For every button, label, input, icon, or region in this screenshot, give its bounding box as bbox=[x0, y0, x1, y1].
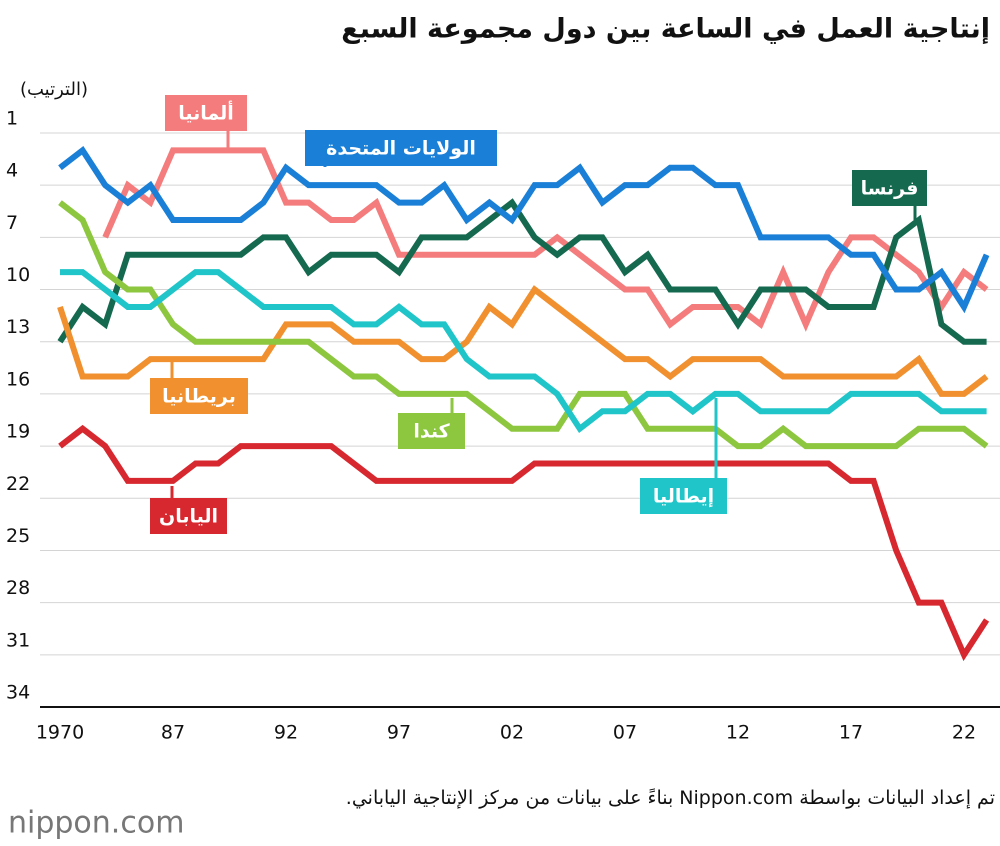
y-tick-label: 7 bbox=[6, 212, 18, 234]
series-line bbox=[58, 424, 990, 662]
y-tick-label: 28 bbox=[6, 577, 30, 599]
legend-label: ألمانيا bbox=[178, 101, 234, 125]
y-tick-label: 10 bbox=[6, 264, 30, 286]
y-tick-label: 16 bbox=[6, 368, 30, 390]
x-tick-label: 1970 bbox=[36, 722, 84, 744]
y-tick-label: 25 bbox=[6, 525, 30, 547]
source-box: تم إعداد البيانات بواسطة Nippon.com بناء… bbox=[345, 787, 995, 809]
chart-title: إنتاجية العمل في الساعة بين دول مجموعة ا… bbox=[341, 14, 990, 45]
legend-label: فرنسا bbox=[861, 178, 919, 200]
x-tick-label: 22 bbox=[952, 722, 976, 744]
label-box bbox=[305, 130, 497, 166]
x-tick-label: 87 bbox=[161, 722, 185, 744]
series-line bbox=[57, 285, 989, 397]
x-tick-label: 12 bbox=[726, 722, 750, 744]
y-tick-label: 4 bbox=[6, 160, 18, 182]
y-tick-label: 22 bbox=[6, 473, 30, 495]
legend-label: الولايات المتحدة bbox=[326, 138, 476, 160]
y-axis-label: (الترتيب) bbox=[20, 79, 88, 100]
y-tick-label: 19 bbox=[6, 421, 30, 443]
label-box bbox=[150, 498, 227, 534]
x-tick-label: 07 bbox=[613, 722, 637, 744]
x-tick-label: 92 bbox=[274, 722, 298, 744]
legend-label: كندا bbox=[413, 421, 450, 443]
x-tick-label: 02 bbox=[500, 722, 524, 744]
y-tick-label: 1 bbox=[6, 108, 18, 130]
y-tick-label: 13 bbox=[6, 316, 30, 338]
legend-label: اليابان bbox=[159, 506, 218, 528]
legend-label: بريطانيا bbox=[162, 386, 236, 408]
y-tick-label: 31 bbox=[6, 629, 30, 651]
label-box bbox=[398, 413, 465, 449]
x-tick-label: 97 bbox=[387, 722, 411, 744]
source-note: تم إعداد البيانات بواسطة Nippon.com بناء… bbox=[345, 787, 995, 809]
series-line bbox=[57, 198, 987, 345]
series-line bbox=[58, 146, 990, 314]
legend-label: إيطاليا bbox=[653, 486, 714, 508]
logo: nippon.com bbox=[8, 806, 184, 841]
label-box bbox=[852, 170, 927, 206]
x-tick-label: 17 bbox=[839, 722, 863, 744]
series-line bbox=[58, 200, 989, 450]
series-line bbox=[60, 269, 987, 434]
label-box bbox=[165, 95, 247, 131]
y-tick-label: 34 bbox=[6, 682, 30, 704]
label-box bbox=[640, 478, 727, 514]
label-box bbox=[150, 378, 248, 414]
